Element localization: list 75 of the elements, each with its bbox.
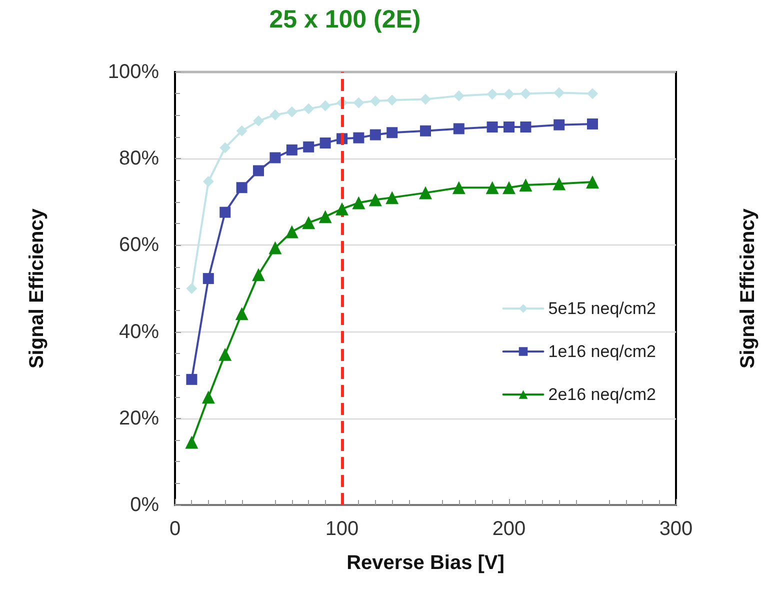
point xyxy=(185,436,198,449)
x-tick-label: 0 xyxy=(169,518,181,540)
point xyxy=(552,177,566,190)
point xyxy=(270,109,281,120)
point xyxy=(386,191,399,204)
point xyxy=(486,121,498,132)
point xyxy=(220,142,231,154)
point xyxy=(486,88,498,100)
point xyxy=(186,374,198,385)
point xyxy=(220,206,231,218)
point xyxy=(253,165,264,176)
point xyxy=(419,186,432,200)
point xyxy=(320,100,331,112)
point xyxy=(302,216,316,230)
y-tick-label: 100% xyxy=(108,61,160,83)
point xyxy=(202,390,215,404)
y-axis-title: Signal Efficiency xyxy=(26,208,48,369)
y-tick-label: 0% xyxy=(130,494,160,516)
legend-label: 5e15 neq/cm2 xyxy=(548,299,656,318)
point xyxy=(353,97,364,108)
x-axis-title: Reverse Bias [V] xyxy=(346,552,504,574)
point xyxy=(386,127,398,138)
point xyxy=(453,123,464,134)
legend-label: 2e16 neq/cm2 xyxy=(548,385,656,404)
point xyxy=(587,118,598,130)
point xyxy=(253,115,264,126)
point xyxy=(452,181,466,194)
point xyxy=(252,268,265,282)
y-tick-label: 20% xyxy=(118,407,160,430)
y2-axis-title: Signal Efficiency xyxy=(737,208,759,369)
point xyxy=(520,121,532,132)
point xyxy=(235,307,248,320)
point xyxy=(186,283,198,294)
point xyxy=(236,182,248,194)
point xyxy=(318,210,332,224)
point xyxy=(519,178,532,192)
point xyxy=(554,87,565,98)
point xyxy=(368,193,382,206)
point xyxy=(504,88,514,100)
point xyxy=(268,241,282,254)
legend-label: 1e16 neq/cm2 xyxy=(548,342,656,361)
point xyxy=(303,141,314,152)
x-tick-label: 300 xyxy=(659,518,693,540)
point xyxy=(370,96,381,107)
point xyxy=(202,176,214,188)
point xyxy=(420,125,431,136)
point xyxy=(520,88,532,100)
point xyxy=(554,119,565,130)
y-tick-label: 40% xyxy=(118,320,160,343)
x-tick-label: 100 xyxy=(325,518,359,540)
point xyxy=(303,103,314,114)
point xyxy=(420,94,431,105)
point xyxy=(502,181,516,194)
point xyxy=(353,132,364,144)
point xyxy=(320,138,331,149)
point xyxy=(453,90,464,102)
point xyxy=(236,125,248,136)
point xyxy=(370,129,381,140)
point xyxy=(286,106,298,118)
point xyxy=(352,196,366,210)
point xyxy=(386,94,398,106)
point xyxy=(586,175,599,188)
point xyxy=(270,152,281,164)
point xyxy=(285,225,298,238)
y-tick-label: 80% xyxy=(118,148,160,170)
point xyxy=(504,121,514,132)
point xyxy=(336,202,348,216)
point xyxy=(286,144,298,156)
x-tick-label: 200 xyxy=(492,518,526,540)
y-tick-label: 60% xyxy=(118,234,160,256)
point xyxy=(218,348,232,361)
chart-title: 25 x 100 (2E) xyxy=(269,6,421,34)
point xyxy=(202,273,214,284)
point xyxy=(587,88,598,100)
point xyxy=(486,181,499,194)
